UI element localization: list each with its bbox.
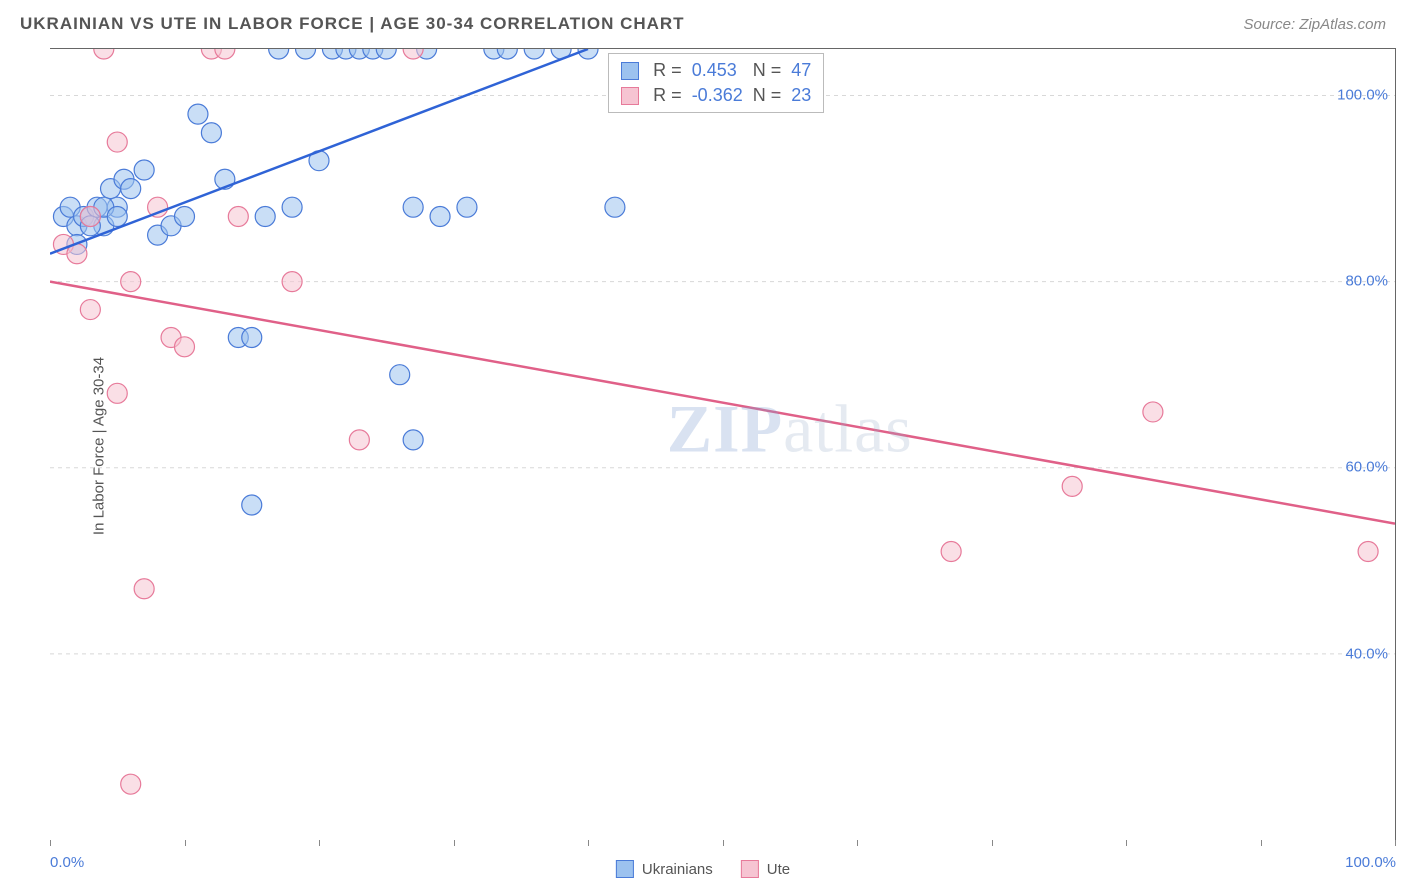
x-tick: [992, 840, 993, 846]
data-point: [605, 197, 625, 217]
data-point: [228, 207, 248, 227]
data-point: [269, 49, 289, 59]
data-point: [390, 365, 410, 385]
data-point: [430, 207, 450, 227]
regression-line: [50, 282, 1395, 524]
x-tick: [50, 840, 51, 846]
legend-item: Ukrainians: [616, 860, 713, 878]
data-point: [215, 49, 235, 59]
legend-swatch: [741, 860, 759, 878]
stat-r-value: 0.453: [692, 60, 743, 81]
stat-n-value: 47: [791, 60, 811, 81]
x-tick-label: 0.0%: [50, 854, 84, 871]
x-tick: [588, 840, 589, 846]
data-point: [80, 207, 100, 227]
data-point: [175, 207, 195, 227]
legend-item: Ute: [741, 860, 790, 878]
plot-area: ZIPatlas R =0.453N =47R =-0.362N =23: [50, 48, 1396, 840]
stat-r-value: -0.362: [692, 85, 743, 106]
chart-container: UKRAINIAN VS UTE IN LABOR FORCE | AGE 30…: [0, 0, 1406, 892]
data-point: [403, 197, 423, 217]
x-tick: [857, 840, 858, 846]
x-tick: [723, 840, 724, 846]
stat-n-label: N =: [753, 85, 782, 106]
data-point: [376, 49, 396, 59]
data-point: [121, 774, 141, 794]
data-point: [188, 104, 208, 124]
data-point: [134, 579, 154, 599]
data-point: [134, 160, 154, 180]
legend-label: Ukrainians: [642, 861, 713, 878]
data-point: [524, 49, 544, 59]
x-tick: [1395, 840, 1396, 846]
stat-n-label: N =: [753, 60, 782, 81]
data-point: [403, 49, 423, 59]
stat-swatch: [621, 62, 639, 80]
data-point: [201, 123, 221, 143]
data-point: [175, 337, 195, 357]
legend-swatch: [616, 860, 634, 878]
scatter-svg: [50, 49, 1395, 840]
data-point: [107, 207, 127, 227]
data-point: [121, 272, 141, 292]
data-point: [282, 197, 302, 217]
data-point: [80, 300, 100, 320]
data-point: [121, 179, 141, 199]
data-point: [255, 207, 275, 227]
data-point: [107, 383, 127, 403]
x-tick: [319, 840, 320, 846]
data-point: [107, 132, 127, 152]
data-point: [1143, 402, 1163, 422]
regression-line: [50, 49, 588, 254]
correlation-stat-box: R = 0.453 N = 47 R = -0.362 N = 23: [608, 53, 824, 113]
data-point: [242, 495, 262, 515]
data-point: [1358, 542, 1378, 562]
x-tick: [185, 840, 186, 846]
data-point: [282, 272, 302, 292]
data-point: [242, 327, 262, 347]
bottom-legend: Ukrainians Ute: [616, 860, 790, 878]
data-point: [349, 430, 369, 450]
stat-r-label: R =: [653, 85, 682, 106]
x-tick: [454, 840, 455, 846]
data-point: [1062, 476, 1082, 496]
source-attribution: Source: ZipAtlas.com: [1243, 16, 1386, 33]
stat-r-label: R =: [653, 60, 682, 81]
x-tick-label: 100.0%: [1345, 854, 1396, 871]
data-point: [941, 542, 961, 562]
data-point: [497, 49, 517, 59]
data-point: [457, 197, 477, 217]
stat-swatch: [621, 87, 639, 105]
data-point: [296, 49, 316, 59]
stat-n-value: 23: [791, 85, 811, 106]
title-bar: UKRAINIAN VS UTE IN LABOR FORCE | AGE 30…: [0, 0, 1406, 48]
chart-title: UKRAINIAN VS UTE IN LABOR FORCE | AGE 30…: [20, 14, 685, 34]
x-tick: [1126, 840, 1127, 846]
x-tick: [1261, 840, 1262, 846]
data-point: [403, 430, 423, 450]
data-point: [94, 49, 114, 59]
legend-label: Ute: [767, 861, 790, 878]
